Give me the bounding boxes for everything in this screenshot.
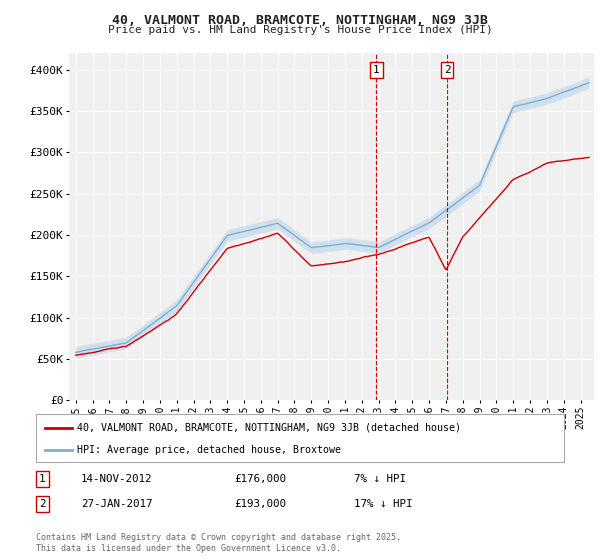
- Text: 7% ↓ HPI: 7% ↓ HPI: [354, 474, 406, 484]
- Text: HPI: Average price, detached house, Broxtowe: HPI: Average price, detached house, Brox…: [77, 445, 341, 455]
- Text: 14-NOV-2012: 14-NOV-2012: [81, 474, 152, 484]
- Text: £176,000: £176,000: [234, 474, 286, 484]
- Text: 40, VALMONT ROAD, BRAMCOTE, NOTTINGHAM, NG9 3JB: 40, VALMONT ROAD, BRAMCOTE, NOTTINGHAM, …: [112, 14, 488, 27]
- Text: 40, VALMONT ROAD, BRAMCOTE, NOTTINGHAM, NG9 3JB (detached house): 40, VALMONT ROAD, BRAMCOTE, NOTTINGHAM, …: [77, 423, 461, 433]
- Text: 17% ↓ HPI: 17% ↓ HPI: [354, 499, 413, 509]
- Text: 2: 2: [444, 65, 451, 74]
- Text: 1: 1: [373, 65, 380, 74]
- Text: 1: 1: [39, 474, 46, 484]
- Text: 27-JAN-2017: 27-JAN-2017: [81, 499, 152, 509]
- Text: Price paid vs. HM Land Registry's House Price Index (HPI): Price paid vs. HM Land Registry's House …: [107, 25, 493, 35]
- Text: Contains HM Land Registry data © Crown copyright and database right 2025.
This d: Contains HM Land Registry data © Crown c…: [36, 533, 401, 553]
- Text: £193,000: £193,000: [234, 499, 286, 509]
- Text: 2: 2: [39, 499, 46, 509]
